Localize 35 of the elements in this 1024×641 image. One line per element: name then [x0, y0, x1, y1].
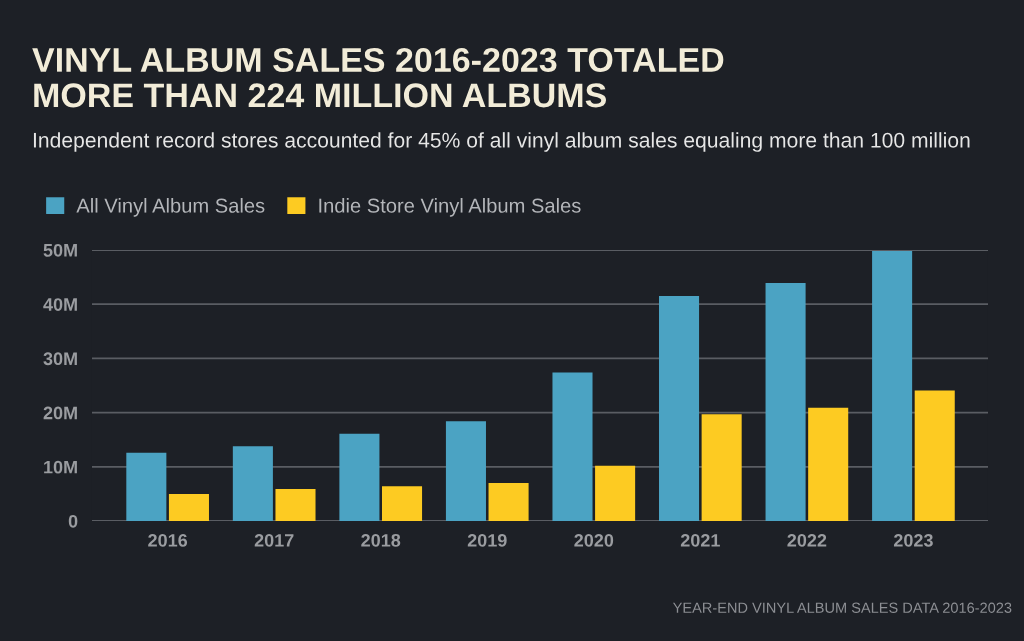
- text: YEAR-END VINYL ALBUM SALES DATA 2016-2023: [672, 602, 1012, 613]
- bar: [765, 283, 806, 521]
- y-tick-label: 0: [68, 514, 78, 528]
- bar: [126, 452, 167, 521]
- legend-label: All Vinyl Album Sales: [76, 197, 265, 217]
- bar: [275, 489, 316, 521]
- legend-label: Indie Store Vinyl Album Sales: [319, 197, 581, 217]
- x-tick-label: 2021: [680, 533, 720, 547]
- bar: [488, 483, 529, 521]
- bar: [339, 433, 380, 521]
- bar: [872, 251, 913, 521]
- bar: [701, 414, 742, 521]
- x-tick-label: 2016: [148, 533, 188, 547]
- bar: [659, 296, 700, 521]
- y-tick-label: 30M: [43, 352, 77, 366]
- bar: [595, 465, 636, 521]
- x-tick-label: 2022: [787, 533, 827, 547]
- x-tick-label: 2017: [254, 533, 294, 547]
- x-tick-label: 2020: [574, 533, 614, 547]
- x-tick-label: 2023: [893, 533, 933, 547]
- bar: [445, 421, 486, 521]
- bar: [168, 493, 209, 521]
- bar: [552, 372, 593, 521]
- bar: [382, 486, 423, 521]
- y-tick-label: 50M: [43, 243, 77, 257]
- bar: [232, 446, 273, 521]
- x-tick-label: 2019: [467, 533, 507, 547]
- bar: [808, 407, 849, 521]
- bar: [914, 390, 955, 521]
- chart-subtitle: Independent record stores accounted for 45% of all vinyl album sales equaling more than 100 million: [33, 132, 970, 152]
- y-tick-label: 20M: [43, 406, 77, 420]
- chart-title: VINYL ALBUM SALES 2016-2023 TOTALED MORE THAN 224 MILLION ALBUMS: [32, 47, 724, 108]
- x-tick-label: 2018: [361, 533, 401, 547]
- y-tick-label: 40M: [43, 298, 77, 311]
- y-tick-label: 10M: [44, 460, 77, 474]
